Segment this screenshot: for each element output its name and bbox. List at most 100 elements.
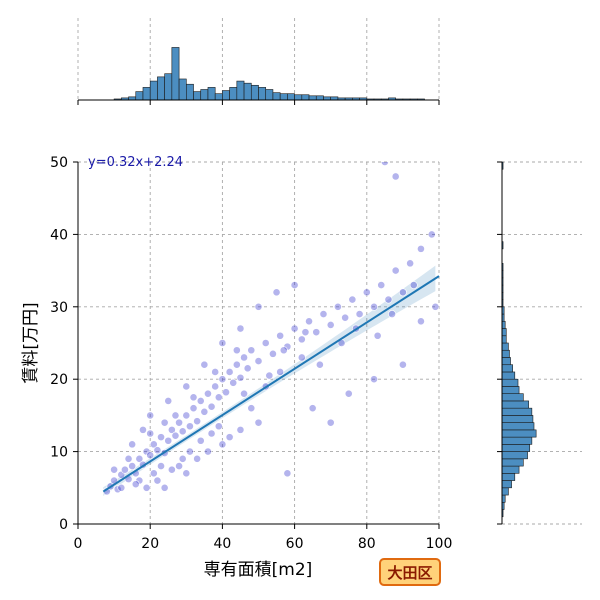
data-point <box>214 422 223 431</box>
data-point <box>182 382 191 391</box>
right-hist-bar <box>501 451 528 460</box>
top-hist-bar <box>294 94 303 101</box>
data-point <box>149 469 158 478</box>
data-point <box>196 436 205 445</box>
x-tick-label: 100 <box>426 536 453 552</box>
top-hist-bar <box>315 95 324 101</box>
top-hist-bar <box>178 78 187 101</box>
data-point <box>290 281 299 289</box>
top-hist-bar <box>171 47 180 101</box>
data-point <box>243 364 252 373</box>
y-tick-label: 10 <box>50 445 68 461</box>
data-point <box>247 346 256 355</box>
data-point <box>236 373 245 382</box>
data-point <box>370 375 378 384</box>
data-point <box>341 313 350 322</box>
data-point <box>326 418 335 427</box>
data-point <box>388 310 396 318</box>
data-point <box>391 172 400 181</box>
data-point <box>186 422 194 431</box>
data-point <box>193 454 202 463</box>
data-point <box>153 476 162 485</box>
data-point <box>279 346 288 355</box>
data-point <box>124 454 133 463</box>
data-point <box>297 353 306 362</box>
right-hist-bar <box>501 429 537 438</box>
data-point <box>417 317 425 326</box>
right-hist-bar <box>501 357 511 366</box>
y-axis-label: 賃料[万円] <box>21 302 41 383</box>
data-point <box>110 465 118 474</box>
top-hist-bar <box>164 73 173 101</box>
right-hist-bar <box>501 487 509 496</box>
right-hist-bar <box>501 407 533 416</box>
data-point <box>189 393 198 402</box>
data-point <box>149 440 158 449</box>
data-point <box>128 462 137 470</box>
data-point <box>157 462 165 470</box>
right-hist-bar <box>501 386 520 394</box>
scatter-plot: 0 20 40 60 80 100 0 10 20 30 40 50 y=0.32x+2.24 専有… <box>21 155 452 580</box>
top-hist-bar <box>229 87 238 101</box>
top-hist-bar <box>279 93 288 101</box>
y-tick-label: 30 <box>50 300 68 316</box>
right-hist-bar <box>501 364 513 373</box>
ward-badge: 大田区 <box>379 558 441 586</box>
data-point <box>146 411 155 420</box>
data-point <box>186 447 194 456</box>
data-point <box>276 368 285 376</box>
data-point <box>225 433 234 442</box>
data-point <box>178 427 187 436</box>
data-point <box>297 335 306 344</box>
data-point <box>398 360 407 369</box>
data-point <box>204 447 212 456</box>
top-hist-bar <box>236 80 245 101</box>
top-hist-bar <box>193 91 202 101</box>
x-tick-label: 80 <box>358 536 376 552</box>
data-point <box>218 375 227 384</box>
right-hist-bar <box>501 465 520 474</box>
data-point <box>171 431 180 440</box>
data-point <box>178 454 187 463</box>
top-hist-bar <box>142 87 151 101</box>
data-point <box>218 440 227 449</box>
data-point <box>164 397 173 405</box>
data-point <box>146 429 155 438</box>
data-point <box>247 404 256 413</box>
data-point <box>406 259 415 268</box>
data-point <box>157 433 165 442</box>
data-point <box>409 281 418 289</box>
right-hist-bar <box>501 458 524 467</box>
data-point <box>398 288 407 297</box>
data-point <box>171 411 180 420</box>
data-point <box>182 469 191 478</box>
right-hist-bar <box>501 473 516 481</box>
data-point <box>160 483 169 492</box>
data-point <box>417 244 425 253</box>
data-point <box>254 302 263 311</box>
y-tick-label: 50 <box>50 155 68 171</box>
data-point <box>384 295 393 304</box>
data-point <box>135 454 144 463</box>
right-hist-bar <box>501 328 507 337</box>
right-hist-bar <box>501 480 512 489</box>
data-point <box>193 417 202 426</box>
data-point <box>344 389 353 398</box>
data-point <box>117 483 126 492</box>
data-point <box>211 368 220 376</box>
data-point <box>236 425 245 434</box>
data-point <box>362 288 371 297</box>
data-point <box>121 465 129 474</box>
data-point <box>229 378 238 387</box>
data-point <box>189 404 198 413</box>
data-point <box>254 357 263 365</box>
x-tick-label: 40 <box>213 536 231 552</box>
top-hist-bar <box>157 76 165 101</box>
data-point <box>167 425 176 434</box>
top-hist-bar <box>287 93 295 101</box>
data-point <box>211 382 220 391</box>
right-hist-bar <box>501 393 524 402</box>
data-point <box>301 328 310 337</box>
data-point <box>175 462 183 470</box>
